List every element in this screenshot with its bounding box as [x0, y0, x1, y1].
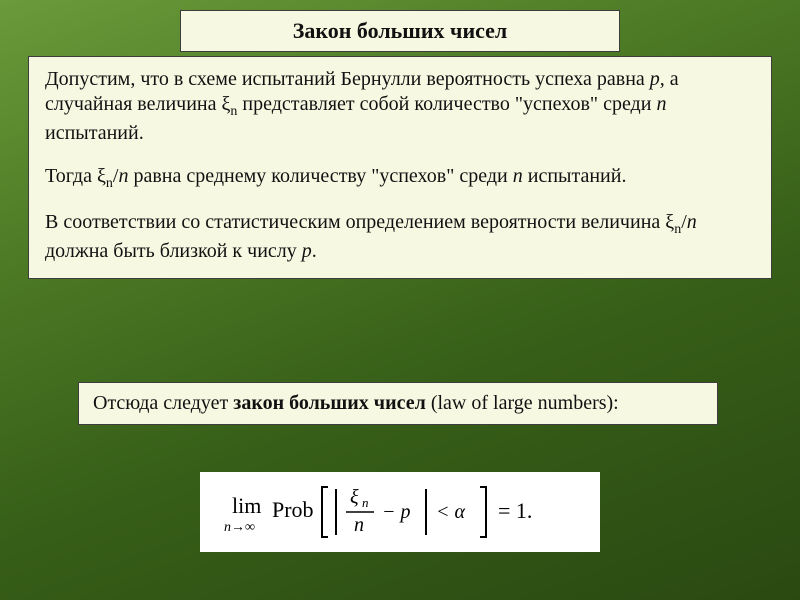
- minus-p: − p: [382, 501, 411, 523]
- frac-top: ξ: [350, 486, 359, 508]
- frac-top-sub: n: [362, 495, 369, 510]
- paragraph-2: Тогда ξn/n равна среднему количеству "ус…: [45, 164, 755, 193]
- left-bracket: [322, 487, 328, 537]
- lim-text: lim: [232, 493, 261, 518]
- lim-sub: n→∞: [224, 520, 255, 535]
- law-text: Отсюда следует закон больших чисел (law …: [93, 392, 619, 414]
- slide: Закон больших чисел Допустим, что в схем…: [0, 0, 800, 600]
- formula-box: lim n→∞ Prob ξ n n − p < α = 1.: [200, 472, 600, 552]
- formula-svg: lim n→∞ Prob ξ n n − p < α = 1.: [210, 477, 590, 547]
- prob-text: Prob: [272, 497, 314, 522]
- slide-title: Закон больших чисел: [293, 18, 508, 43]
- right-bracket: [480, 487, 486, 537]
- frac-bot: n: [354, 514, 364, 536]
- equals-one: = 1.: [498, 498, 532, 523]
- lt-alpha: < α: [436, 501, 465, 523]
- paragraph-3: В соответствии со статистическим определ…: [45, 210, 755, 264]
- main-text-box: Допустим, что в схеме испытаний Бернулли…: [28, 56, 772, 279]
- law-box: Отсюда следует закон больших чисел (law …: [78, 382, 718, 425]
- title-box: Закон больших чисел: [180, 10, 620, 52]
- paragraph-1: Допустим, что в схеме испытаний Бернулли…: [45, 67, 755, 146]
